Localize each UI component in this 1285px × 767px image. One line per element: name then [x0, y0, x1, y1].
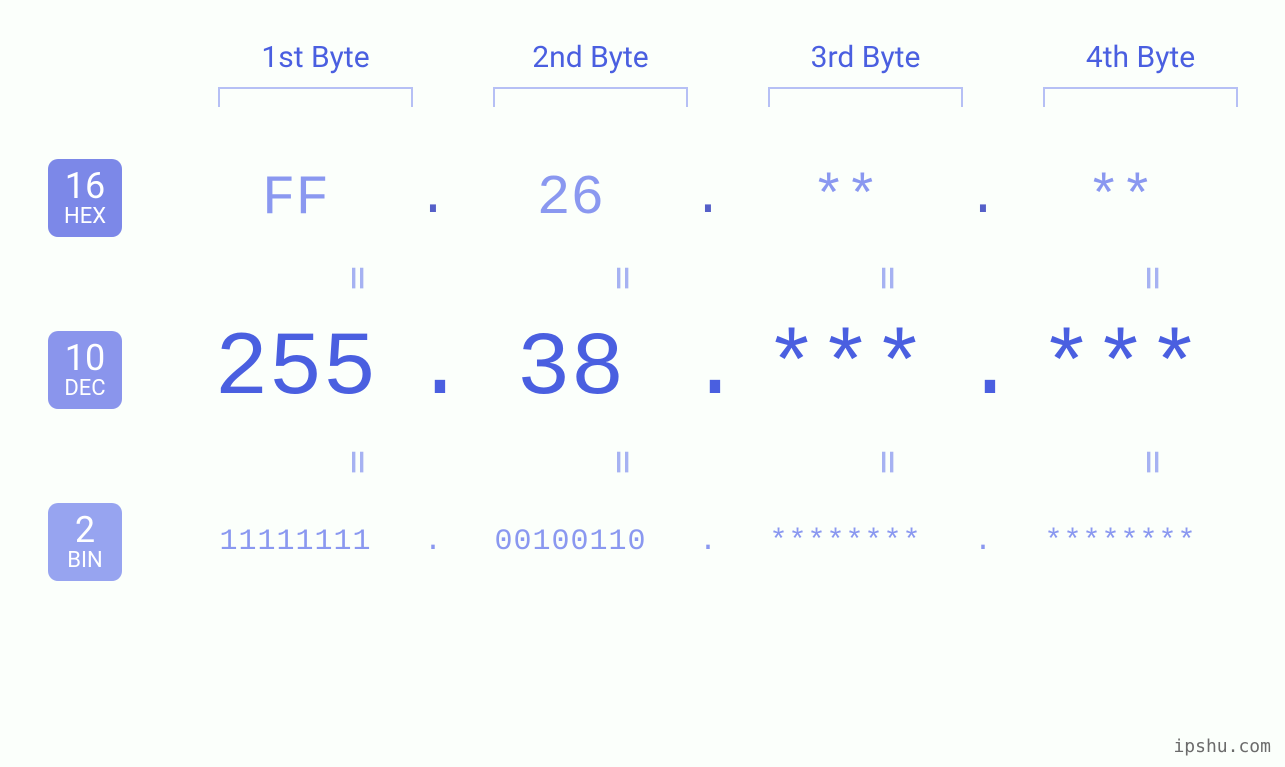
base-badge-dec: 10 DEC: [48, 331, 122, 409]
equals-icon: =: [335, 266, 381, 290]
dec-byte-3: ***: [728, 319, 963, 421]
equals-icon: =: [865, 450, 911, 474]
dot-icon: .: [688, 525, 728, 559]
bracket-icon: [768, 87, 963, 107]
equals-row: = = = =: [226, 255, 1285, 301]
badge-num: 10: [65, 340, 105, 376]
equals-row: = = = =: [226, 439, 1285, 485]
badge-name: DEC: [64, 378, 105, 400]
dec-byte-2: 38: [453, 319, 688, 421]
equals-icon: =: [335, 450, 381, 474]
bin-row: 2 BIN 11111111 . 00100110 . ******** . *…: [48, 503, 1285, 581]
hex-byte-3: **: [728, 166, 963, 230]
byte-label: 4th Byte: [1003, 40, 1278, 75]
bin-byte-2: 00100110: [453, 525, 688, 559]
equals-icon: =: [865, 266, 911, 290]
dec-row: 10 DEC 255 . 38 . *** . ***: [48, 319, 1285, 421]
byte-header-4: 4th Byte: [1003, 40, 1278, 107]
badge-name: HEX: [64, 206, 106, 228]
dot-icon: .: [963, 169, 1003, 228]
bracket-icon: [1043, 87, 1238, 107]
hex-row: 16 HEX FF . 26 . ** . **: [48, 159, 1285, 237]
dot-icon: .: [688, 169, 728, 228]
dot-icon: .: [413, 319, 453, 421]
equals-icon: =: [1130, 266, 1176, 290]
dot-icon: .: [963, 525, 1003, 559]
bin-byte-1: 11111111: [178, 525, 413, 559]
byte-header-1: 1st Byte: [178, 40, 453, 107]
equals-icon: =: [1130, 450, 1176, 474]
hex-byte-4: **: [1003, 166, 1238, 230]
byte-label: 3rd Byte: [728, 40, 1003, 75]
byte-label: 1st Byte: [178, 40, 453, 75]
dot-icon: .: [963, 319, 1003, 421]
bin-byte-3: ********: [728, 525, 963, 559]
byte-label: 2nd Byte: [453, 40, 728, 75]
badge-num: 2: [75, 512, 95, 548]
bin-byte-4: ********: [1003, 525, 1238, 559]
badge-num: 16: [65, 168, 105, 204]
dot-icon: .: [413, 169, 453, 228]
hex-byte-1: FF: [178, 166, 413, 230]
byte-header-3: 3rd Byte: [728, 40, 1003, 107]
watermark: ipshu.com: [1173, 736, 1271, 757]
byte-header-2: 2nd Byte: [453, 40, 728, 107]
base-badge-hex: 16 HEX: [48, 159, 122, 237]
byte-headers: 1st Byte 2nd Byte 3rd Byte 4th Byte: [178, 40, 1285, 107]
badge-name: BIN: [67, 550, 102, 572]
equals-icon: =: [600, 266, 646, 290]
hex-byte-2: 26: [453, 166, 688, 230]
bracket-icon: [493, 87, 688, 107]
equals-icon: =: [600, 450, 646, 474]
dec-byte-1: 255: [178, 319, 413, 421]
dot-icon: .: [413, 525, 453, 559]
dot-icon: .: [688, 319, 728, 421]
ip-base-diagram: 1st Byte 2nd Byte 3rd Byte 4th Byte 16 H…: [0, 0, 1285, 581]
bracket-icon: [218, 87, 413, 107]
base-badge-bin: 2 BIN: [48, 503, 122, 581]
dec-byte-4: ***: [1003, 319, 1238, 421]
